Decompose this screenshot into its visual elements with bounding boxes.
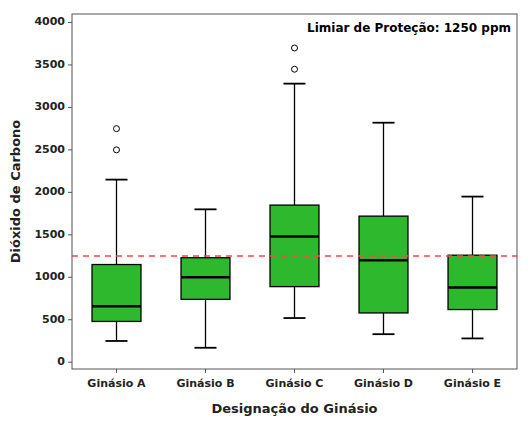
y-tick-label: 4000 xyxy=(34,15,65,28)
x-tick xyxy=(116,369,117,373)
y-tick xyxy=(68,149,72,150)
cap-high xyxy=(461,196,483,198)
cap-high xyxy=(283,83,305,85)
x-tick-label: Ginásio A xyxy=(87,377,146,390)
flier xyxy=(292,45,298,51)
y-tick-label: 2500 xyxy=(34,143,65,156)
box xyxy=(181,258,230,300)
y-tick-label: 3000 xyxy=(34,100,65,113)
data-group xyxy=(72,45,517,348)
cap-low xyxy=(105,340,127,342)
plot-area xyxy=(72,14,517,369)
x-tick-label: Ginásio D xyxy=(354,377,413,390)
whisker-low xyxy=(472,310,473,339)
box xyxy=(359,216,408,313)
cap-low xyxy=(194,347,216,349)
y-tick-label: 500 xyxy=(42,313,65,326)
median xyxy=(270,235,319,238)
flier xyxy=(114,147,120,153)
cap-high xyxy=(372,122,394,124)
cap-high xyxy=(105,179,127,181)
threshold-label: Limiar de Proteção: 1250 ppm xyxy=(307,21,511,35)
median xyxy=(92,305,141,308)
cap-high xyxy=(194,208,216,210)
x-tick xyxy=(205,369,206,373)
whisker-high xyxy=(294,84,295,205)
y-tick-label: 2000 xyxy=(34,185,65,198)
x-tick xyxy=(472,369,473,373)
whisker-low xyxy=(294,287,295,318)
whisker-low xyxy=(205,299,206,347)
y-tick-label: 3500 xyxy=(34,58,65,71)
median xyxy=(359,259,408,262)
x-axis-label: Designação do Ginásio xyxy=(211,401,377,416)
whisker-low xyxy=(116,321,117,341)
box xyxy=(92,265,141,322)
y-tick xyxy=(68,234,72,235)
box xyxy=(448,255,497,309)
cap-low xyxy=(283,317,305,319)
whisker-low xyxy=(383,313,384,334)
whisker-high xyxy=(472,197,473,256)
y-tick xyxy=(68,362,72,363)
median xyxy=(181,276,230,279)
box xyxy=(270,205,319,287)
y-tick-label: 0 xyxy=(57,355,65,368)
cap-low xyxy=(461,338,483,340)
y-tick-label: 1000 xyxy=(34,270,65,283)
x-tick xyxy=(294,369,295,373)
chart: 0 500 1000 1500 2000 2500 3000 3500 4000 Ginásio … xyxy=(0,0,531,423)
whisker-high xyxy=(205,209,206,257)
flier xyxy=(292,66,298,72)
x-tick-label: Ginásio B xyxy=(176,377,234,390)
y-tick xyxy=(68,64,72,65)
median xyxy=(448,286,497,289)
y-tick xyxy=(68,319,72,320)
y-tick xyxy=(68,192,72,193)
x-tick-label: Ginásio E xyxy=(444,377,501,390)
flier xyxy=(114,126,120,132)
y-tick xyxy=(68,22,72,23)
plot-frame xyxy=(72,14,517,369)
y-tick xyxy=(68,277,72,278)
cap-low xyxy=(372,333,394,335)
x-tick xyxy=(383,369,384,373)
whisker-high xyxy=(116,180,117,265)
y-tick xyxy=(68,107,72,108)
whisker-high xyxy=(383,123,384,216)
threshold-line xyxy=(72,255,517,256)
x-tick-label: Ginásio C xyxy=(266,377,324,390)
y-axis-label: Dióxido de Carbono xyxy=(8,120,23,264)
y-tick-label: 1500 xyxy=(34,228,65,241)
